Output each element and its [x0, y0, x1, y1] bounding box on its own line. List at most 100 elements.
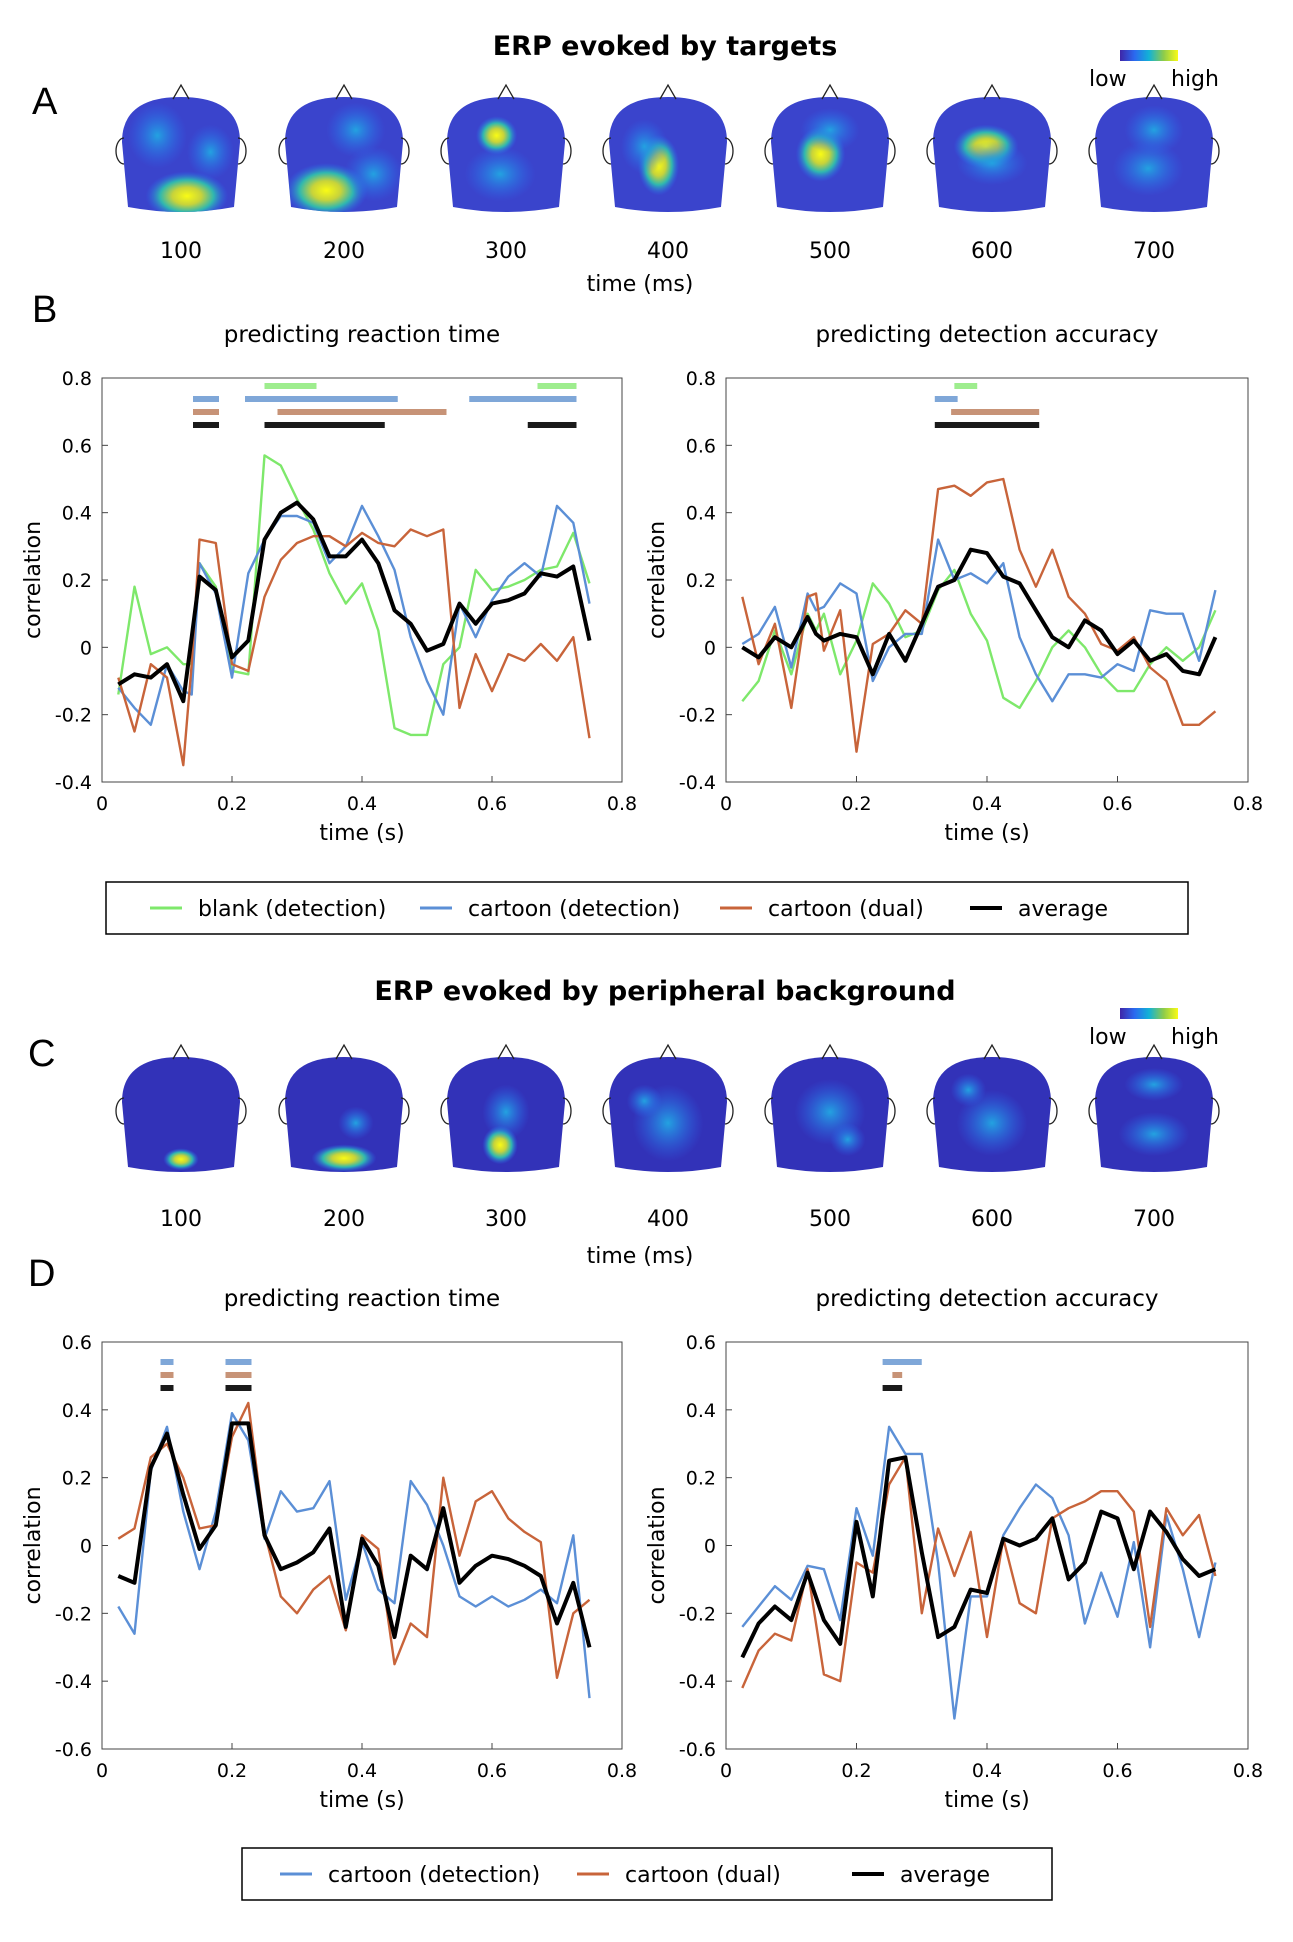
legend-label: cartoon (detection) [328, 1863, 540, 1888]
y-tick-label: 0.8 [62, 368, 92, 390]
nose-outline [659, 1043, 677, 1060]
ear-outline [724, 137, 734, 165]
y-axis-label: correlation [21, 1486, 46, 1604]
scalp-topomap [440, 1043, 572, 1172]
topomap-row-targets [115, 83, 1220, 212]
ear-outline [1048, 137, 1058, 165]
x-tick-label: 0.6 [1102, 1760, 1132, 1782]
nose-outline [172, 83, 190, 100]
ear-outline [886, 137, 896, 165]
ear-outline [886, 1097, 896, 1125]
x-tick-label: 0.4 [347, 793, 377, 815]
topomap-time-label: 600 [971, 239, 1013, 264]
y-tick-label: -0.4 [679, 772, 716, 794]
panel-letter-c: C [28, 1033, 55, 1075]
ear-outline [400, 137, 410, 165]
y-tick-label: 0.2 [62, 1468, 92, 1490]
chart-b-reaction-time: 0 0.2 0.4 0.6 0.8 -0.4 -0.2 0 0.2 0.4 0.6 0.8 predic… [21, 322, 637, 846]
nose-outline [983, 83, 1001, 100]
x-tick-label: 0.8 [1233, 793, 1263, 815]
ear-outline [440, 1097, 450, 1125]
y-tick-label: 0 [704, 1536, 716, 1558]
x-tick-label: 0.6 [477, 793, 507, 815]
ear-outline [1210, 137, 1220, 165]
nose-outline [335, 1043, 353, 1060]
ear-outline [1088, 1097, 1098, 1125]
chart-b-detection-accuracy: 0 0.2 0.4 0.6 0.8 -0.4 -0.2 0 0.2 0.4 0.6 0.8 predic… [645, 322, 1263, 846]
y-tick-label: 0 [80, 1536, 92, 1558]
chart-title: predicting detection accuracy [816, 322, 1159, 348]
chart-title: predicting detection accuracy [816, 1286, 1159, 1312]
ear-outline [278, 1097, 288, 1125]
ear-outline [440, 137, 450, 165]
nose-outline [983, 1043, 1001, 1060]
nose-outline [1145, 83, 1163, 100]
topomap-time-label: 200 [323, 1207, 365, 1232]
series-line-average [117, 1421, 592, 1648]
ear-outline [1210, 1097, 1220, 1125]
ear-outline [724, 1097, 734, 1125]
colorbar-background: low high [1089, 1008, 1219, 1050]
nose-outline [497, 1043, 515, 1060]
scalp-topomap [278, 1043, 410, 1172]
scalp-topomap [602, 83, 734, 212]
topomap-time-label: 300 [485, 1207, 527, 1232]
nose-outline [659, 83, 677, 100]
ear-outline [926, 1097, 936, 1125]
y-tick-label: -0.2 [55, 705, 92, 727]
scalp-topomap [278, 83, 410, 212]
x-tick-label: 0.6 [477, 1760, 507, 1782]
y-tick-label: -0.2 [679, 1603, 716, 1625]
legend-background: cartoon (detection) cartoon (dual) average [241, 1847, 1053, 1901]
nose-outline [497, 83, 515, 100]
scalp-topomap [115, 83, 247, 212]
ear-outline [1048, 1097, 1058, 1125]
y-axis-label: correlation [645, 521, 670, 639]
y-axis-label: correlation [645, 1486, 670, 1604]
topomap-row-background [115, 1043, 1220, 1172]
ear-outline [1088, 137, 1098, 165]
x-tick-label: 0.8 [607, 1760, 637, 1782]
topomap-time-axis-label: time (ms) [587, 272, 694, 297]
plot-frame [725, 1341, 1249, 1750]
y-tick-label: 0.2 [686, 570, 716, 592]
y-tick-label: -0.2 [679, 705, 716, 727]
ear-outline [278, 137, 288, 165]
series-line-cartoon-dual [117, 1401, 591, 1680]
scalp-topomap [602, 1043, 734, 1172]
series-line-average [741, 547, 1218, 677]
y-tick-label: -0.4 [55, 1671, 92, 1693]
topomap-time-label: 500 [809, 239, 851, 264]
nose-outline [335, 83, 353, 100]
topomap-time-labels: 100 200 300 400 500 600 700 [160, 239, 1175, 264]
x-tick-label: 0 [96, 793, 108, 815]
y-tick-label: 0.8 [686, 368, 716, 390]
ear-outline [926, 137, 936, 165]
x-axis-label: time (s) [319, 1788, 404, 1813]
y-axis-label: correlation [21, 521, 46, 639]
ear-outline [602, 1097, 612, 1125]
legend-frame [105, 881, 1189, 935]
chart-d-reaction-time: 0 0.2 0.4 0.6 0.8 -0.6 -0.4 -0.2 0 0.2 0.4 0.6 predi… [21, 1286, 637, 1813]
topomap-time-label: 200 [323, 239, 365, 264]
y-tick-label: 0.4 [686, 1400, 716, 1422]
topomap-time-label: 700 [1133, 239, 1175, 264]
y-tick-label: -0.4 [55, 772, 92, 794]
y-tick-label: 0.4 [62, 1400, 92, 1422]
y-tick-label: -0.4 [679, 1671, 716, 1693]
scalp-topomap [1088, 1043, 1220, 1172]
x-tick-label: 0 [720, 793, 732, 815]
colorbar-high-label: high [1171, 1025, 1219, 1050]
topomap-time-axis-label: time (ms) [587, 1244, 694, 1269]
topomap-time-label: 400 [647, 1207, 689, 1232]
colorbar-high-label: high [1171, 67, 1219, 92]
chart-title: predicting reaction time [224, 322, 500, 348]
y-tick-label: 0.6 [686, 435, 716, 457]
x-tick-label: 0.4 [347, 1760, 377, 1782]
scalp-topomap [440, 83, 572, 212]
legend-label: cartoon (detection) [468, 897, 680, 922]
plot-frame [725, 377, 1249, 783]
colorbar-low-label: low [1089, 67, 1127, 92]
y-tick-label: 0.4 [62, 503, 92, 525]
